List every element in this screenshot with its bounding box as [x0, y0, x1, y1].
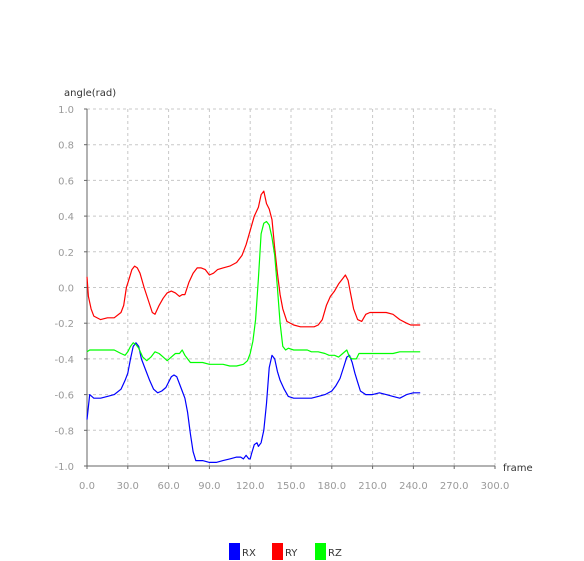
y-tick-label: 0.4	[58, 212, 74, 223]
x-tick-label: 270.0	[440, 481, 469, 492]
legend-swatch	[229, 543, 240, 560]
legend-label: RX	[242, 548, 256, 559]
tick-labels: 0.0 30.0 60.0 90.0 120.0 150.0 180.0 210.0 240.0…	[54, 105, 509, 492]
y-axis-title: angle(rad)	[64, 88, 116, 99]
x-axis-title: frame	[503, 463, 533, 474]
y-tick-label: -0.6	[54, 391, 74, 402]
y-tick-label: -0.2	[54, 319, 74, 330]
legend-item-rz: RZ	[315, 543, 342, 560]
y-tick-label: 0.8	[58, 141, 74, 152]
series-line-ry	[86, 190, 421, 328]
x-tick-label: 300.0	[481, 481, 510, 492]
y-tick-label: 0.2	[58, 248, 74, 259]
x-tick-label: 0.0	[79, 481, 95, 492]
x-tick-label: 210.0	[358, 481, 387, 492]
x-tick-label: 60.0	[157, 481, 179, 492]
x-tick-label: 240.0	[399, 481, 428, 492]
series-lines	[86, 190, 421, 463]
x-tick-label: 120.0	[236, 481, 265, 492]
y-tick-label: -0.8	[54, 426, 74, 437]
axes	[84, 108, 496, 469]
y-tick-label: -0.4	[54, 355, 74, 366]
y-tick-label: 0.0	[58, 284, 74, 295]
legend-item-ry: RY	[272, 543, 298, 560]
legend-item-rx: RX	[229, 543, 256, 560]
grid	[87, 108, 496, 466]
x-tick-label: 30.0	[117, 481, 139, 492]
y-tick-label: 0.6	[58, 176, 74, 187]
legend-swatch	[272, 543, 283, 560]
y-tick-label: -1.0	[54, 462, 74, 473]
legend: RX RY RZ	[229, 543, 342, 560]
y-tick-label: 1.0	[58, 105, 74, 116]
series-line-rz	[86, 220, 421, 367]
x-tick-label: 90.0	[198, 481, 220, 492]
legend-label: RZ	[328, 548, 342, 559]
series-line-rx	[86, 342, 421, 463]
x-tick-label: 150.0	[277, 481, 306, 492]
x-tick-label: 180.0	[317, 481, 346, 492]
legend-label: RY	[285, 548, 298, 559]
legend-swatch	[315, 543, 326, 560]
